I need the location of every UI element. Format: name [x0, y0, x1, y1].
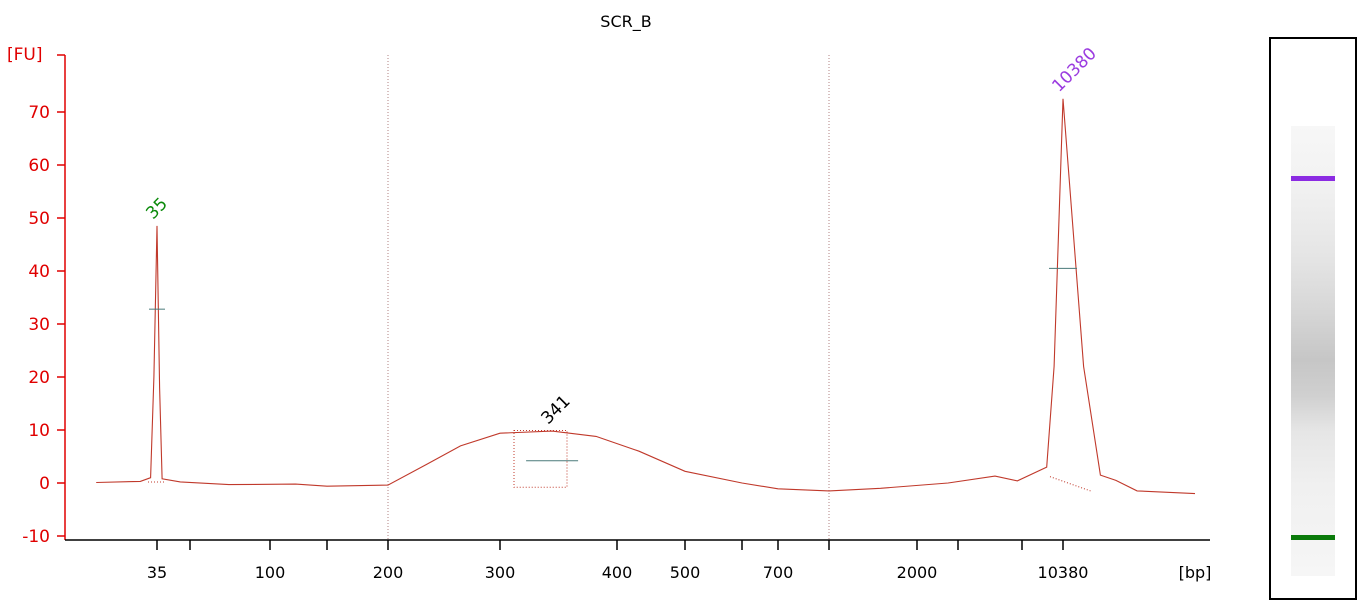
gel-lane-smear — [1291, 126, 1335, 576]
x-tick-label: 10380 — [1038, 563, 1089, 582]
x-tick-label: 700 — [763, 563, 794, 582]
peak-label: 35 — [142, 194, 171, 223]
peak-baseline — [1049, 476, 1093, 492]
peak-label: 10380 — [1048, 44, 1100, 96]
y-tick-label: 10 — [28, 421, 50, 441]
series-line — [96, 98, 1196, 495]
x-tick-label: 100 — [255, 563, 286, 582]
y-axis-label: [FU] — [7, 45, 43, 65]
x-tick-label: 400 — [602, 563, 633, 582]
y-tick-label: 0 — [39, 474, 50, 494]
y-tick-label: 30 — [28, 315, 50, 335]
y-tick-label: 70 — [28, 103, 50, 123]
y-tick-label: -10 — [22, 527, 50, 547]
x-tick-label: 200 — [373, 563, 404, 582]
gel-band-lower-marker — [1291, 535, 1335, 540]
peak-region-box — [513, 430, 568, 488]
x-tick-label: 35 — [147, 563, 167, 582]
x-tick-label: 2000 — [897, 563, 938, 582]
x-tick-label: 300 — [485, 563, 516, 582]
chart-title: SCR_B — [600, 12, 651, 32]
y-tick-label: 20 — [28, 368, 50, 388]
y-tick-label: 60 — [28, 156, 50, 176]
y-tick-label: 50 — [28, 209, 50, 229]
x-tick-label: 500 — [670, 563, 701, 582]
y-tick-label: 40 — [28, 262, 50, 282]
x-axis-label: [bp] — [1179, 563, 1212, 582]
gel-band-upper-marker — [1291, 176, 1335, 181]
peak-label: 341 — [537, 392, 574, 429]
gel-lane — [1269, 37, 1357, 600]
